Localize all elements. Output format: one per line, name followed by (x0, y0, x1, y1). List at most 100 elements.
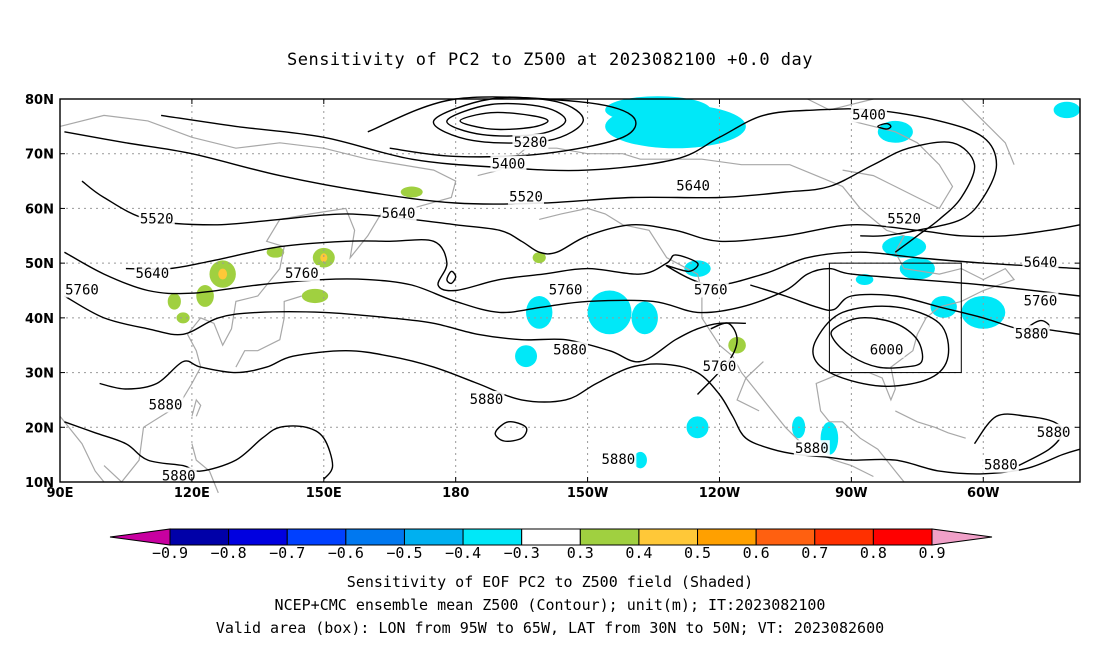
contour-label-group: 5880 (982, 456, 1019, 474)
contour-label-group: 5640 (675, 177, 712, 195)
colorbar-swatch (872, 528, 933, 546)
contour-label-group: 5760 (283, 265, 320, 282)
contour-label: 5520 (887, 211, 921, 227)
contour-label-bg (547, 281, 584, 298)
colorbar-label: 0.9 (918, 544, 945, 562)
sensitivity-patch (633, 451, 647, 469)
coastline (895, 410, 966, 439)
contour-label: 5880 (553, 343, 587, 359)
colorbar-label: −0.6 (328, 544, 364, 562)
sensitivity-patch (320, 253, 328, 263)
contour-label-bg (138, 210, 175, 227)
axis-ticks (59, 98, 1080, 483)
contour-label-bg (1013, 325, 1050, 342)
z500-contour-line (830, 316, 924, 369)
sensitivity-patch (400, 186, 423, 198)
contour-label-bg (701, 358, 738, 375)
contour-label-group: 5760 (1022, 292, 1059, 309)
sensitivity-patch (526, 295, 553, 329)
colorbar-label: −0.4 (445, 544, 481, 562)
sensitivity-patch (176, 312, 190, 324)
lon-label: 60W (967, 486, 999, 501)
coastline (235, 295, 302, 368)
lon-label: 120E (174, 486, 210, 501)
z500-contour-line (812, 305, 950, 388)
coastline (191, 398, 202, 417)
contour-label-group: 5760 (692, 281, 729, 299)
contour-label-group: 5880 (1035, 423, 1072, 441)
z500-contour-line (446, 102, 567, 137)
contour-label: 5520 (509, 189, 543, 205)
z500-contour-line (367, 96, 637, 158)
colorbar-swatch (169, 528, 230, 546)
contour-label-bg (552, 341, 588, 358)
longitude-labels: 90E 120E 150E 180 150W 120W 90W 60W (47, 486, 1000, 501)
z500-contour-line (64, 295, 746, 363)
contour-label-group: 5520 (138, 210, 175, 227)
contour-label-group: 5880 (160, 467, 197, 485)
z500-contour-line (125, 238, 1081, 292)
z500-contour-line (494, 420, 528, 442)
contour-label-bg (512, 133, 549, 150)
lat-label: 70N (25, 148, 54, 163)
colorbar-swatch (814, 528, 874, 546)
lon-label: 180 (442, 486, 469, 501)
contour-label-group: 5640 (1022, 254, 1059, 271)
contour-label: 5640 (135, 266, 169, 282)
contour-label-bg (468, 390, 505, 407)
colorbar-low-arrow (109, 528, 171, 546)
contour-label: 5880 (470, 392, 504, 408)
z500-contour-line (64, 251, 1081, 314)
sensitivity-patch (882, 235, 927, 258)
latitude-labels: 80N 70N 60N 50N 40N 30N 20N 10N (25, 93, 54, 491)
contour-label-group: 5640 (380, 204, 417, 222)
colorbar-label: −0.8 (211, 544, 247, 562)
z500-contour-line (81, 180, 1081, 255)
sensitivity-patch (301, 288, 329, 304)
z500-contour-line (877, 122, 892, 130)
colorbar-label: 0.7 (801, 544, 828, 562)
contour-label: 5400 (852, 107, 886, 123)
contour-label: 5880 (984, 458, 1018, 474)
colorbar (109, 528, 993, 546)
contour-label-bg (886, 210, 923, 227)
colorbar-swatch (403, 528, 464, 546)
contour-label: 5760 (549, 283, 583, 299)
sensitivity-patch (266, 246, 285, 258)
contour-label-group: 5880 (793, 440, 830, 457)
coastline (960, 98, 1015, 165)
footer-line-1: Sensitivity of EOF PC2 to Z500 field (Sh… (346, 573, 754, 591)
colorbar-high-arrow (931, 528, 993, 546)
colorbar-swatch (345, 528, 405, 546)
colorbar-swatch (462, 528, 523, 546)
sensitivity-patch (930, 295, 957, 318)
colorbar-label: −0.9 (152, 544, 188, 562)
contour-label-bg (675, 177, 712, 194)
contour-label-group: 5520 (886, 210, 923, 227)
colorbar-swatch (228, 528, 288, 546)
lat-label: 40N (25, 312, 54, 327)
colorbar-label: 0.8 (860, 544, 887, 562)
contour-label-group: 5760 (547, 281, 584, 299)
contour-label-bg (134, 265, 171, 282)
sensitivity-patch (631, 301, 658, 335)
colorbar-label: 0.6 (743, 544, 770, 562)
coastline (842, 120, 954, 210)
contour-label-group: 5880 (468, 390, 505, 408)
sensitivity-patch (587, 290, 632, 335)
contour-label: 5520 (140, 211, 174, 227)
contour-label: 5760 (694, 283, 728, 299)
contour-label: 5760 (1024, 293, 1058, 309)
contour-label: 6000 (870, 343, 904, 359)
contour-label: 5400 (492, 157, 526, 173)
contour-label-group: 5400 (490, 155, 527, 173)
z500-contour-line (973, 413, 1064, 467)
lat-label: 20N (25, 421, 54, 436)
sensitivity-patch (532, 252, 546, 264)
colorbar-label: 0.3 (567, 544, 594, 562)
contour-label: 5880 (1015, 326, 1049, 342)
sensitivity-patch (218, 268, 228, 280)
sensitivity-patch (605, 96, 711, 124)
contour-label-bg (1022, 292, 1059, 309)
colorbar-label: 0.5 (684, 544, 711, 562)
